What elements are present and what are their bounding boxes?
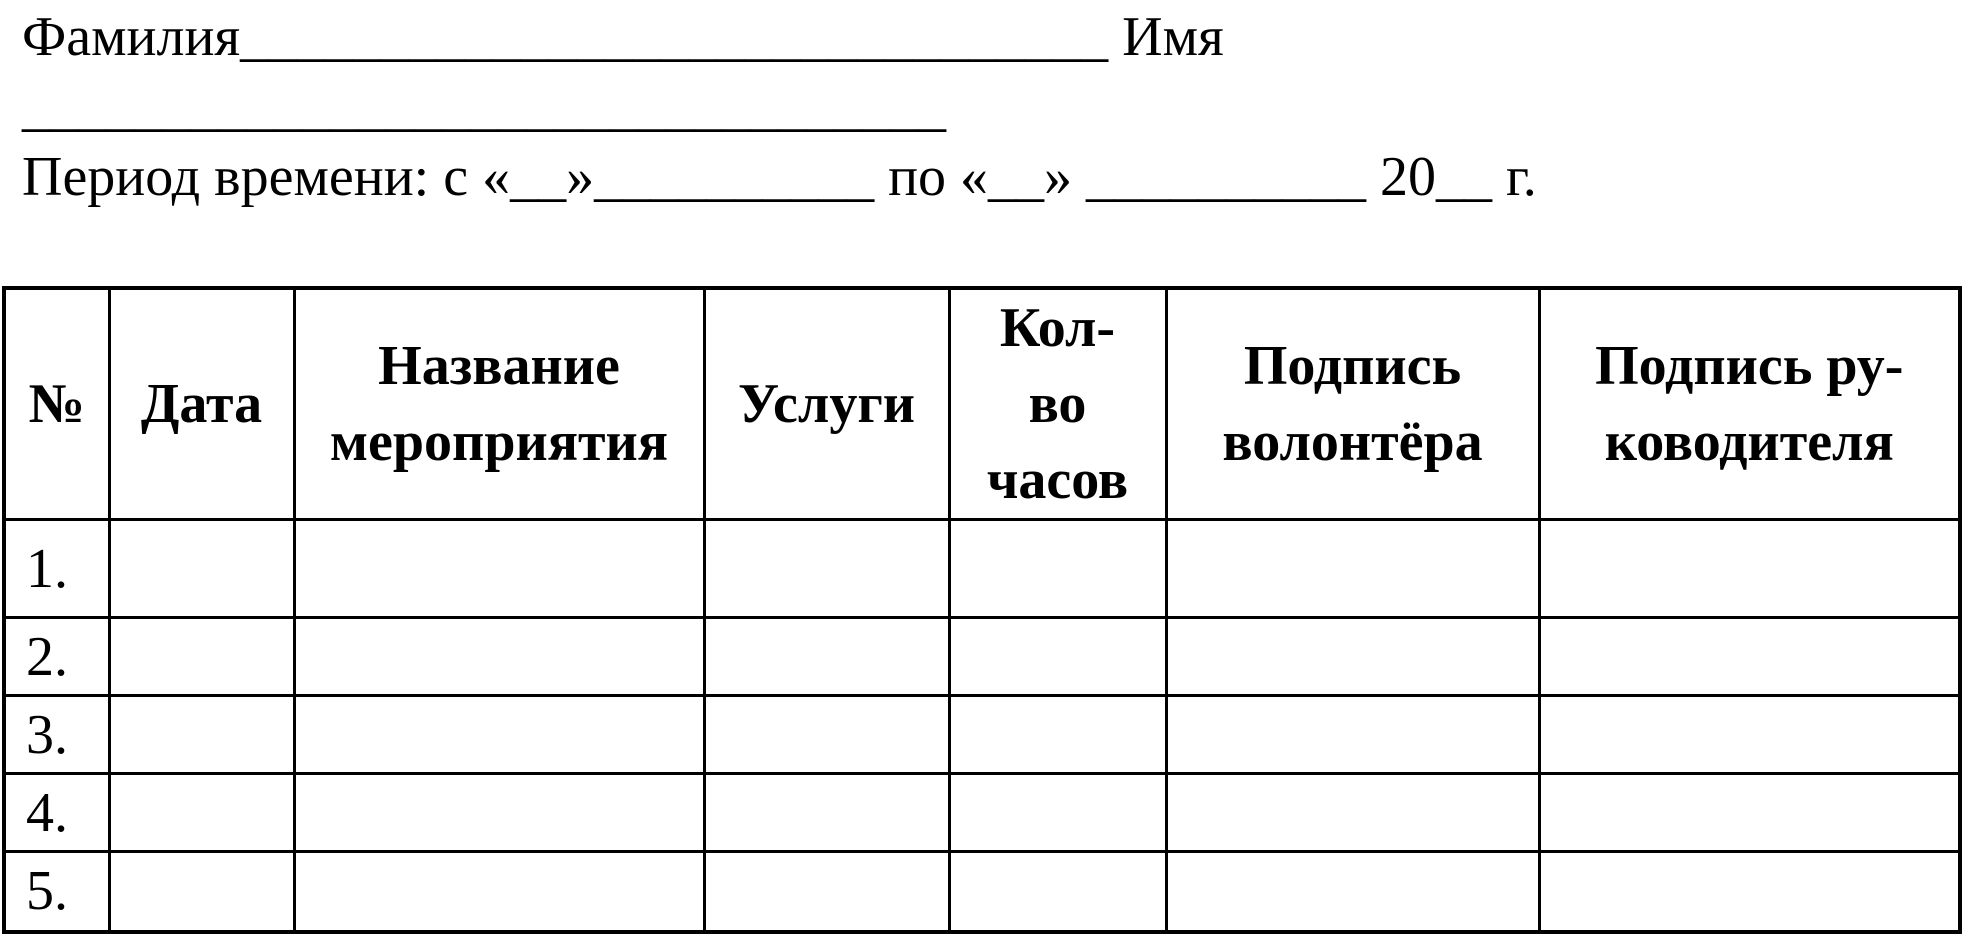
cell-hours-count [947,616,1168,697]
cell-supervisor-sign [1537,850,1962,933]
cell-hours-count [947,694,1168,775]
name-continuation-line: _________________________________ [22,76,946,138]
table-header-row: № Дата Название мероприятия Услуги Кол- … [2,286,1962,521]
cell-services [702,616,951,697]
col-header-volunteer-sign: Подпись волонтёра [1164,286,1541,521]
cell-services [702,518,951,619]
cell-supervisor-sign [1537,518,1962,619]
cell-date [107,518,296,619]
table-row: 1. [2,518,1962,619]
surname-name-line: Фамилия_______________________________ И… [22,6,1224,68]
cell-volunteer-sign [1164,616,1541,697]
row-number-cell: 1. [2,518,111,619]
cell-event-name [292,850,706,933]
row-number-cell: 3. [2,694,111,775]
period-line: Период времени: с «__»__________ по «__»… [22,146,1537,208]
cell-supervisor-sign [1537,772,1962,853]
cell-supervisor-sign [1537,616,1962,697]
cell-hours-count [947,850,1168,933]
cell-event-name [292,616,706,697]
row-number-cell: 5. [2,850,111,933]
cell-event-name [292,518,706,619]
cell-date [107,616,296,697]
col-header-services: Услуги [702,286,951,521]
table-row: 2. [2,616,1962,697]
cell-hours-count [947,772,1168,853]
cell-date [107,850,296,933]
cell-date [107,694,296,775]
cell-hours-count [947,518,1168,619]
cell-volunteer-sign [1164,772,1541,853]
cell-services [702,694,951,775]
table-row: 4. [2,772,1962,853]
cell-services [702,772,951,853]
cell-event-name [292,694,706,775]
row-number-cell: 2. [2,616,111,697]
col-header-date: Дата [107,286,296,521]
cell-volunteer-sign [1164,518,1541,619]
cell-supervisor-sign [1537,694,1962,775]
col-header-supervisor-sign: Подпись ру- ководителя [1537,286,1962,521]
table-row: 5. [2,850,1962,933]
document-header-text: Фамилия_______________________________ И… [0,0,1962,212]
col-header-number: № [2,286,111,521]
row-number-cell: 4. [2,772,111,853]
volunteer-hours-table: № Дата Название мероприятия Услуги Кол- … [2,286,1962,934]
col-header-hours-count: Кол- во часов [947,286,1168,521]
cell-date [107,772,296,853]
table-row: 3. [2,694,1962,775]
cell-volunteer-sign [1164,850,1541,933]
cell-event-name [292,772,706,853]
cell-volunteer-sign [1164,694,1541,775]
cell-services [702,850,951,933]
col-header-event-name: Название мероприятия [292,286,706,521]
